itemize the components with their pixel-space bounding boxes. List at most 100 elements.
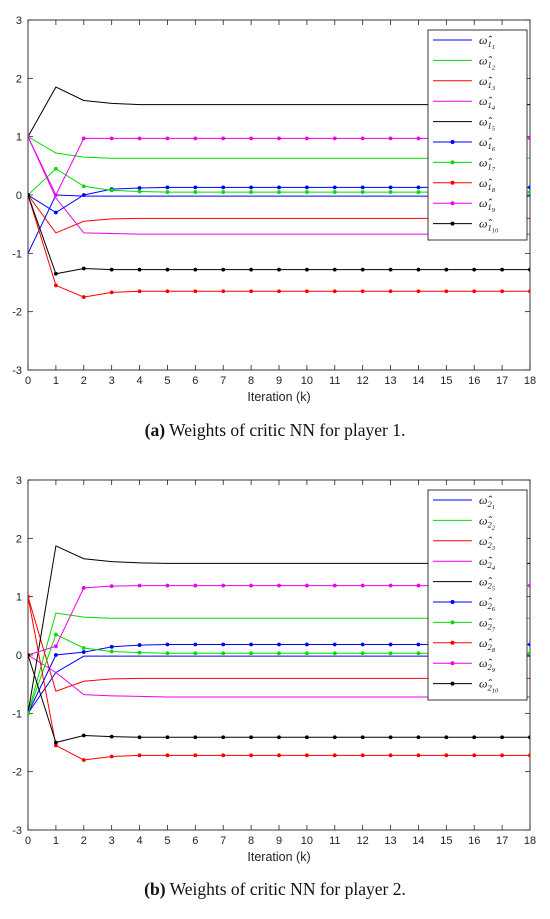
chart-a-series-9-point bbox=[109, 136, 114, 141]
chart-a-series-10-point bbox=[53, 271, 58, 276]
chart-b-series-6-point bbox=[221, 642, 226, 647]
chart-b-series-10-point bbox=[304, 735, 309, 740]
chart-b-ytick-label: 3 bbox=[16, 475, 22, 487]
chart-b-ytick-label: -2 bbox=[12, 767, 22, 779]
chart-b-series-10-point bbox=[360, 735, 365, 740]
chart-a-series-7-point bbox=[388, 190, 393, 194]
chart-a-series-8-point bbox=[332, 289, 337, 294]
chart-b-series-9-point bbox=[249, 583, 254, 588]
chart-b-xtick-label: 8 bbox=[248, 835, 254, 847]
chart-b-xtick-label: 4 bbox=[136, 835, 142, 847]
caption-b: (b) Weights of critic NN for player 2. bbox=[0, 879, 550, 900]
chart-b-series-10-point bbox=[472, 735, 477, 740]
chart-a-series-9-point bbox=[81, 136, 86, 141]
chart-a-series-10-point bbox=[137, 267, 142, 272]
chart-b-series-7-point bbox=[249, 651, 254, 656]
chart-b-series-8-point bbox=[472, 753, 477, 758]
chart-a-legend-marker-6 bbox=[450, 140, 455, 144]
chart-a-legend bbox=[427, 29, 528, 241]
chart-b-series-6-point bbox=[193, 642, 198, 647]
chart-b-series-7-point bbox=[137, 650, 142, 655]
chart-a-series-8-point bbox=[277, 289, 281, 294]
chart-b-xtick-label: 13 bbox=[384, 835, 396, 847]
chart-b-series-8-point bbox=[109, 754, 114, 759]
chart-a-series-6-point bbox=[165, 185, 170, 190]
chart-a-series-8-point bbox=[165, 289, 170, 294]
chart-b-series-7-point bbox=[221, 651, 226, 656]
chart-b-series-8-point bbox=[193, 753, 198, 758]
chart-b-series-7-point bbox=[81, 646, 86, 650]
chart-a-series-7-point bbox=[109, 188, 114, 193]
chart-a-series-7-point bbox=[332, 190, 337, 194]
caption-b-label: (b) bbox=[144, 879, 166, 899]
chart-b-series-9-point bbox=[109, 584, 114, 589]
chart-a-series-8-point bbox=[81, 295, 86, 299]
chart-a-xtick-label: 17 bbox=[496, 375, 508, 387]
chart-a-legend-marker-9 bbox=[450, 201, 455, 206]
chart-b-series-7-point bbox=[332, 651, 337, 656]
chart-a-series-6-point bbox=[360, 185, 365, 190]
chart-b-series-8-point bbox=[137, 753, 142, 758]
chart-b-series-9-point bbox=[165, 583, 170, 588]
chart-b-series-6-point bbox=[332, 642, 337, 647]
chart-a-series-10-point bbox=[81, 266, 86, 271]
chart-a-xtick-label: 10 bbox=[301, 375, 313, 387]
chart-a-series-10-point bbox=[332, 267, 337, 272]
chart-a-series-8-point bbox=[416, 289, 421, 294]
chart-b-series-6-point bbox=[528, 642, 530, 647]
chart-a-xtick-label: 11 bbox=[329, 375, 340, 387]
chart-a-series-8-point bbox=[249, 289, 254, 294]
chart-a-xtick-label: 16 bbox=[468, 375, 480, 387]
chart-a-series-9-point bbox=[360, 136, 365, 141]
chart-b-series-8-point bbox=[28, 594, 30, 599]
caption-b-text: Weights of critic NN for player 2. bbox=[169, 879, 406, 899]
chart-b-series-9-point bbox=[332, 583, 337, 588]
chart-b-series-7-point bbox=[277, 651, 281, 656]
chart-a-series-7-point bbox=[304, 190, 309, 194]
chart-a-series-9-point bbox=[528, 136, 530, 141]
chart-b-series-8-point bbox=[500, 753, 505, 758]
chart-a-x-axis-label: Iteration (k) bbox=[247, 390, 310, 404]
chart-b-xtick-label: 2 bbox=[81, 835, 87, 847]
chart-b-series-7-point bbox=[53, 632, 58, 637]
chart-b-series-8-point bbox=[165, 753, 170, 758]
chart-b-series-7-point bbox=[193, 651, 198, 656]
caption-a-label: (a) bbox=[144, 420, 166, 440]
chart-a-series-8-point bbox=[137, 289, 142, 294]
chart-a-series-9-point bbox=[165, 136, 170, 141]
chart-a-series-7-point bbox=[277, 190, 281, 194]
chart-b-series-7-point bbox=[28, 711, 30, 716]
chart-b-xtick-label: 12 bbox=[357, 835, 369, 847]
chart-b-series-9-point bbox=[388, 583, 393, 588]
chart-b-series-9-point bbox=[221, 583, 226, 588]
chart-b-series-9-point bbox=[416, 583, 421, 588]
chart-a-series-9-point bbox=[277, 136, 281, 141]
chart-a-series-6-point bbox=[528, 185, 530, 190]
chart-a-xtick-label: 3 bbox=[109, 375, 115, 387]
chart-b-xtick-label: 18 bbox=[524, 835, 536, 847]
chart-b-series-8-point bbox=[53, 743, 58, 748]
chart-b-series-8-point bbox=[277, 753, 281, 758]
chart-b-series-10-point bbox=[444, 735, 449, 740]
chart-b-series-10-point bbox=[221, 735, 226, 740]
chart-a-series-10-point bbox=[472, 267, 477, 272]
chart-b-series-10-point bbox=[53, 740, 58, 745]
chart-a-xtick-label: 8 bbox=[248, 375, 254, 387]
chart-b-xtick-label: 1 bbox=[53, 835, 59, 847]
chart-b-series-8-point bbox=[360, 753, 365, 758]
chart-a-series-9-point bbox=[332, 136, 337, 141]
chart-a-series-10-point bbox=[221, 267, 226, 272]
chart-b-series-6-point bbox=[304, 642, 309, 647]
chart-a-series-7-point bbox=[193, 190, 198, 194]
chart-panel-a: -3 -2 -1 0 1 2 3 0 1 2 3 4 5 6 7 8 9 10 11 12 13 14 15 16 17 18 It… bbox=[12, 15, 536, 440]
chart-a-series-6-point bbox=[249, 185, 254, 190]
chart-b-series-8-point bbox=[416, 753, 421, 758]
chart-b-series-6-point bbox=[109, 644, 114, 649]
chart-b-series-8-point bbox=[249, 753, 254, 758]
chart-b-series-9-point bbox=[277, 583, 281, 588]
chart-a-series-8-point bbox=[360, 289, 365, 294]
chart-b-legend-marker-6 bbox=[450, 600, 455, 604]
chart-a-legend-marker-10 bbox=[450, 221, 455, 226]
chart-a-series-7-point bbox=[416, 190, 421, 194]
